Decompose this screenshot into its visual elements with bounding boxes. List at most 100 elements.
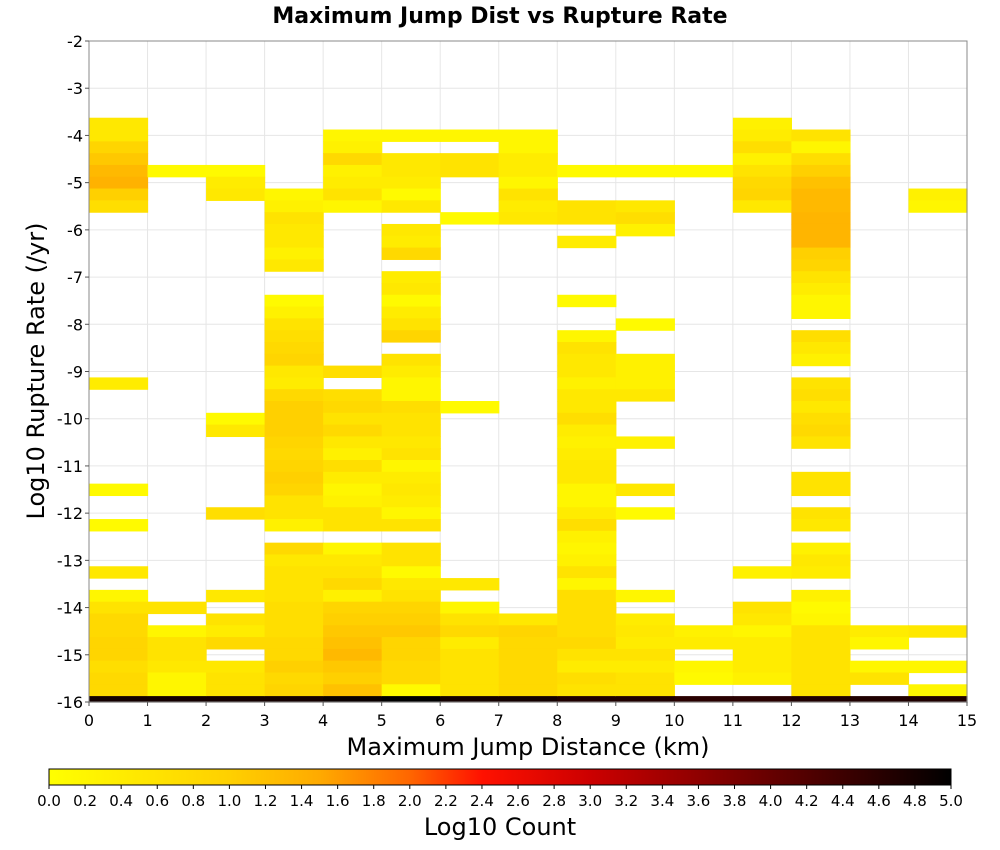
- heatmap-cell: [732, 637, 792, 650]
- heatmap-cell: [498, 696, 558, 703]
- heatmap-cell: [206, 613, 266, 626]
- heatmap-cell: [615, 164, 675, 178]
- heatmap-cell: [732, 625, 792, 638]
- heatmap-cell: [89, 672, 149, 685]
- heatmap-cell: [381, 377, 441, 390]
- heatmap-cell: [381, 153, 441, 166]
- x-tick-label: 10: [664, 711, 684, 730]
- heatmap-cell: [849, 625, 910, 638]
- heatmap-cell: [498, 637, 558, 650]
- heatmap-cell: [440, 129, 500, 142]
- heatmap-cell: [791, 377, 851, 390]
- heatmap-cell: [557, 672, 617, 685]
- heatmap-cell: [732, 648, 792, 662]
- heatmap-cell: [323, 448, 383, 461]
- colorbar-tick-label: 4.0: [759, 792, 783, 810]
- y-tick-label: -4: [67, 126, 83, 145]
- heatmap-cell: [323, 637, 383, 650]
- heatmap-cell: [323, 519, 383, 532]
- heatmap-cell: [440, 601, 500, 615]
- heatmap-cell: [89, 637, 149, 650]
- heatmap-cell: [557, 436, 617, 449]
- heatmap-cell: [791, 684, 851, 697]
- heatmap-cell: [323, 436, 383, 449]
- heatmap-cell: [381, 401, 441, 414]
- x-tick-label: 15: [957, 711, 977, 730]
- heatmap-cell: [264, 471, 324, 485]
- heatmap-cell: [381, 601, 441, 615]
- heatmap-cell: [732, 141, 792, 154]
- heatmap-cell: [89, 129, 149, 142]
- heatmap-cell: [557, 566, 617, 579]
- colorbar-tick-label: 1.4: [290, 792, 314, 810]
- y-tick-label: -10: [57, 410, 83, 429]
- x-tick-label: 12: [781, 711, 801, 730]
- heatmap-cell: [323, 495, 383, 508]
- heatmap-cell: [615, 589, 675, 603]
- heatmap-cell: [557, 164, 617, 178]
- heatmap-cell: [206, 176, 266, 190]
- heatmap-cell: [264, 554, 324, 567]
- x-tick-label: 3: [260, 711, 270, 730]
- heatmap-cell: [264, 696, 324, 703]
- heatmap-cell: [206, 164, 266, 178]
- colorbar-tick-label: 2.6: [506, 792, 530, 810]
- heatmap-cell: [206, 412, 266, 426]
- heatmap-cell: [849, 660, 910, 674]
- heatmap-cell: [147, 684, 207, 697]
- y-tick-label: -11: [57, 457, 83, 476]
- heatmap-cell: [264, 389, 324, 402]
- heatmap-cell: [791, 259, 851, 272]
- heatmap-cells: [89, 117, 968, 703]
- x-axis-label: Maximum Jump Distance (km): [347, 733, 710, 761]
- colorbar-tick-label: 0.2: [73, 792, 97, 810]
- heatmap-cell: [89, 589, 149, 603]
- colorbar-tick-label: 4.6: [867, 792, 891, 810]
- colorbar-tick-label: 0.6: [145, 792, 169, 810]
- heatmap-cell: [674, 625, 734, 638]
- heatmap-cell: [323, 483, 383, 497]
- heatmap-cell: [557, 601, 617, 615]
- heatmap-cell: [381, 129, 441, 142]
- heatmap-cell: [264, 412, 324, 426]
- heatmap-cell: [557, 696, 617, 703]
- heatmap-cell: [498, 212, 558, 225]
- heatmap-cell: [557, 625, 617, 638]
- x-tick-label: 5: [377, 711, 387, 730]
- heatmap-cell: [791, 188, 851, 201]
- heatmap-cell: [323, 365, 383, 379]
- heatmap-cell: [498, 684, 558, 697]
- heatmap-cell: [615, 613, 675, 626]
- heatmap-cell: [498, 648, 558, 662]
- y-tick-label: -13: [57, 551, 83, 570]
- heatmap-cell: [732, 696, 792, 703]
- x-tick-label: 4: [318, 711, 328, 730]
- heatmap-cell: [323, 412, 383, 426]
- heatmap-cell: [147, 164, 207, 178]
- heatmap-cell: [615, 637, 675, 650]
- heatmap-cell: [89, 684, 149, 697]
- x-tick-label: 14: [898, 711, 918, 730]
- heatmap-cell: [615, 318, 675, 331]
- heatmap-cell: [498, 188, 558, 201]
- heatmap-cell: [264, 235, 324, 249]
- heatmap-cell: [323, 672, 383, 685]
- heatmap-cell: [147, 660, 207, 674]
- heatmap-cell: [498, 613, 558, 626]
- heatmap-cell: [264, 483, 324, 497]
- heatmap-cell: [440, 625, 500, 638]
- heatmap-cell: [557, 235, 617, 249]
- heatmap-cell: [615, 684, 675, 697]
- heatmap-cell: [264, 578, 324, 591]
- heatmap-cell: [381, 353, 441, 367]
- heatmap-cell: [791, 660, 851, 674]
- heatmap-cell: [206, 696, 266, 703]
- heatmap-cell: [323, 401, 383, 414]
- heatmap-cell: [498, 625, 558, 638]
- heatmap-cell: [147, 648, 207, 662]
- heatmap-cell: [791, 164, 851, 178]
- heatmap-cell: [323, 460, 383, 473]
- heatmap-cell: [264, 495, 324, 508]
- heatmap-cell: [498, 660, 558, 674]
- heatmap-cell: [264, 648, 324, 662]
